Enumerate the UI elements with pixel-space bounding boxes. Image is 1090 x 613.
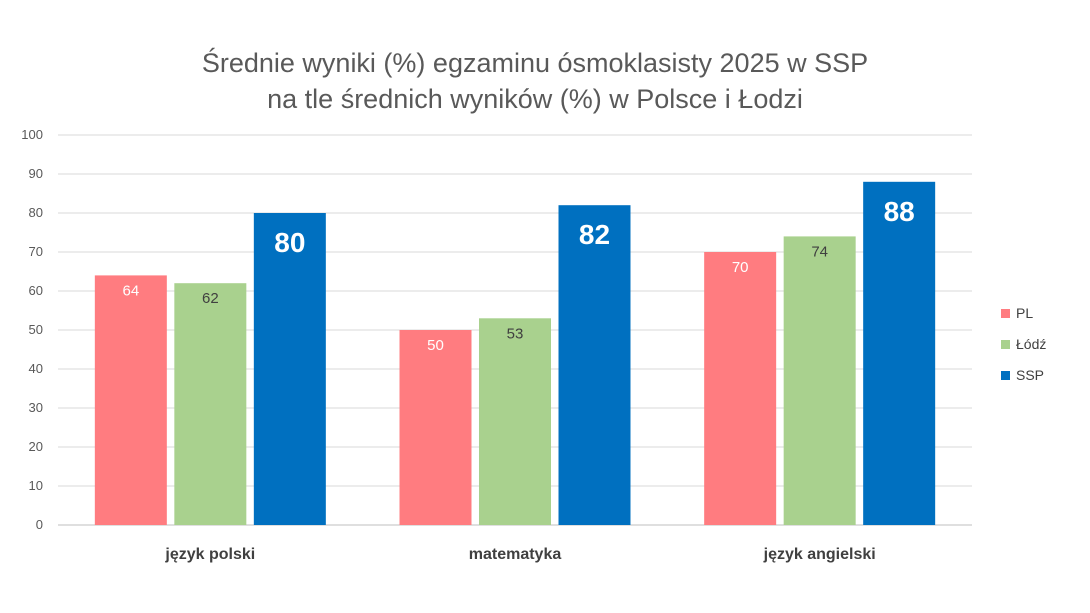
y-tick-label: 50 bbox=[29, 322, 43, 337]
bar-lodz bbox=[479, 318, 551, 525]
y-tick-label: 20 bbox=[29, 439, 43, 454]
bar-data-label: 88 bbox=[884, 196, 915, 227]
y-tick-label: 90 bbox=[29, 166, 43, 181]
x-category-label: język angielski bbox=[763, 546, 876, 563]
legend-swatch bbox=[1001, 371, 1010, 380]
y-tick-label: 30 bbox=[29, 400, 43, 415]
bar-data-label: 74 bbox=[811, 243, 828, 260]
bar-ssp bbox=[863, 181, 936, 526]
y-tick-label: 80 bbox=[29, 205, 43, 220]
y-axis-ticks: 0 10 20 30 40 50 60 70 80 90 100 bbox=[21, 127, 43, 532]
y-tick-label: 100 bbox=[21, 127, 43, 142]
bar-data-label: 64 bbox=[122, 282, 139, 299]
chart-subtitle: na tle średnich wyników (%) w Polsce i Ł… bbox=[267, 84, 803, 114]
bars: 64 62 80 50 53 82 70 74 88 bbox=[94, 181, 936, 526]
legend-label: SSP bbox=[1016, 367, 1044, 383]
bar-pl bbox=[399, 330, 472, 525]
y-tick-label: 40 bbox=[29, 361, 43, 376]
legend: PL Łódź SSP bbox=[1001, 305, 1046, 383]
x-category-label: język polski bbox=[164, 546, 255, 563]
legend-label: Łódź bbox=[1016, 336, 1046, 352]
x-axis-categories: język polski matematyka język angielski bbox=[164, 546, 875, 563]
legend-label: PL bbox=[1016, 305, 1033, 321]
y-tick-label: 10 bbox=[29, 478, 43, 493]
chart-title: Średnie wyniki (%) egzaminu ósmoklasisty… bbox=[202, 46, 868, 78]
bar-data-label: 53 bbox=[507, 325, 524, 342]
bar-data-label: 70 bbox=[732, 259, 749, 276]
bar-ssp bbox=[558, 205, 631, 525]
bar-data-label: 50 bbox=[427, 337, 444, 354]
y-tick-label: 70 bbox=[29, 244, 43, 259]
bar-data-label: 82 bbox=[579, 219, 610, 250]
bar-pl bbox=[94, 275, 167, 525]
bar-lodz bbox=[783, 236, 856, 525]
bar-pl bbox=[704, 252, 777, 525]
bar-data-label: 62 bbox=[202, 290, 219, 307]
y-tick-label: 60 bbox=[29, 283, 43, 298]
legend-swatch bbox=[1001, 340, 1010, 349]
y-tick-label: 0 bbox=[36, 517, 43, 532]
legend-swatch bbox=[1001, 309, 1010, 318]
bar-ssp bbox=[253, 213, 326, 525]
x-category-label: matematyka bbox=[469, 546, 562, 563]
bar-data-label: 80 bbox=[274, 227, 305, 258]
bar-lodz bbox=[174, 283, 247, 525]
